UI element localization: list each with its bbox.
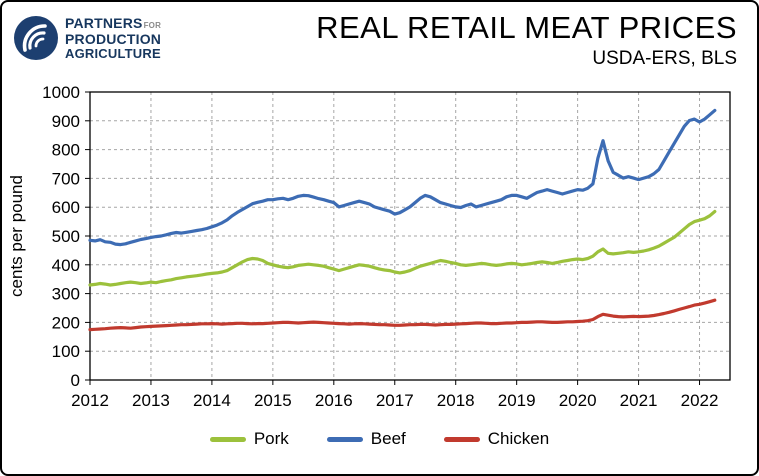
legend-swatch-beef bbox=[326, 436, 363, 442]
logo-line1-suffix: FOR bbox=[143, 21, 162, 31]
plot-border bbox=[89, 91, 731, 381]
series-line-chicken bbox=[88, 298, 717, 332]
y-axis-tick-label: 800 bbox=[52, 141, 80, 160]
x-axis-tick-label: 2014 bbox=[193, 391, 231, 410]
x-axis-tick-label: 2013 bbox=[132, 391, 170, 410]
x-axis-tick-label: 2022 bbox=[681, 391, 719, 410]
x-axis-tick-label: 2018 bbox=[437, 391, 475, 410]
legend-item-pork: Pork bbox=[209, 429, 289, 449]
partners-logo: PARTNERSFOR PRODUCTION AGRICULTURE bbox=[12, 14, 161, 62]
legend-item-chicken: Chicken bbox=[443, 429, 550, 449]
title-block: REAL RETAIL MEAT PRICES USDA-ERS, BLS bbox=[316, 10, 743, 70]
logo-line2: PRODUCTION bbox=[65, 31, 162, 48]
y-axis-tick-label: 1000 bbox=[42, 84, 80, 102]
header: PARTNERSFOR PRODUCTION AGRICULTURE REAL … bbox=[2, 2, 757, 84]
x-axis-tick-label: 2017 bbox=[376, 391, 414, 410]
y-axis-tick-label: 100 bbox=[52, 342, 80, 361]
y-axis-tick-label: 0 bbox=[71, 371, 80, 390]
y-axis-tick-label: 200 bbox=[52, 313, 80, 332]
chart-svg: 0 100 200 300 400 500 600 700 800 900 1000 2012 2013… bbox=[7, 83, 731, 410]
y-axis-tick-label: 600 bbox=[52, 198, 80, 217]
y-axis-tick-label: 300 bbox=[52, 285, 80, 304]
legend-label-beef: Beef bbox=[370, 429, 406, 448]
chart-subtitle: USDA-ERS, BLS bbox=[592, 48, 737, 69]
y-axis-title: cents per pound bbox=[7, 175, 26, 297]
x-axis-tick-label: 2016 bbox=[315, 391, 353, 410]
legend-label-chicken: Chicken bbox=[487, 429, 550, 448]
y-axis-tick-label: 500 bbox=[52, 227, 80, 246]
x-axis-tick-label: 2019 bbox=[498, 391, 536, 410]
legend-swatch-pork bbox=[209, 436, 246, 442]
chart-area: 0 100 200 300 400 500 600 700 800 900 1000 2012 2013… bbox=[2, 83, 759, 421]
legend-swatch-chicken bbox=[443, 436, 480, 442]
y-axis-tick-label: 700 bbox=[52, 169, 80, 188]
legend-item-beef: Beef bbox=[326, 429, 406, 449]
chart-title: REAL RETAIL MEAT PRICES bbox=[316, 10, 737, 45]
series-line-beef bbox=[88, 108, 717, 247]
x-axis-tick-label: 2021 bbox=[620, 391, 658, 410]
logo-line3: AGRICULTURE bbox=[65, 45, 161, 61]
legend: Pork Beef Chicken bbox=[2, 421, 757, 457]
partners-logo-text: PARTNERSFOR PRODUCTION AGRICULTURE bbox=[65, 16, 161, 60]
partners-logo-icon bbox=[14, 16, 58, 60]
y-axis-tick-label: 900 bbox=[52, 112, 80, 131]
x-axis-tick-label: 2012 bbox=[71, 391, 109, 410]
x-axis-tick-label: 2020 bbox=[559, 391, 597, 410]
logo-line1: PARTNERS bbox=[65, 15, 143, 32]
series-line-pork bbox=[88, 209, 717, 287]
x-axis-tick-label: 2015 bbox=[254, 391, 292, 410]
legend-label-pork: Pork bbox=[253, 429, 289, 448]
y-axis-tick-label: 400 bbox=[52, 256, 80, 275]
